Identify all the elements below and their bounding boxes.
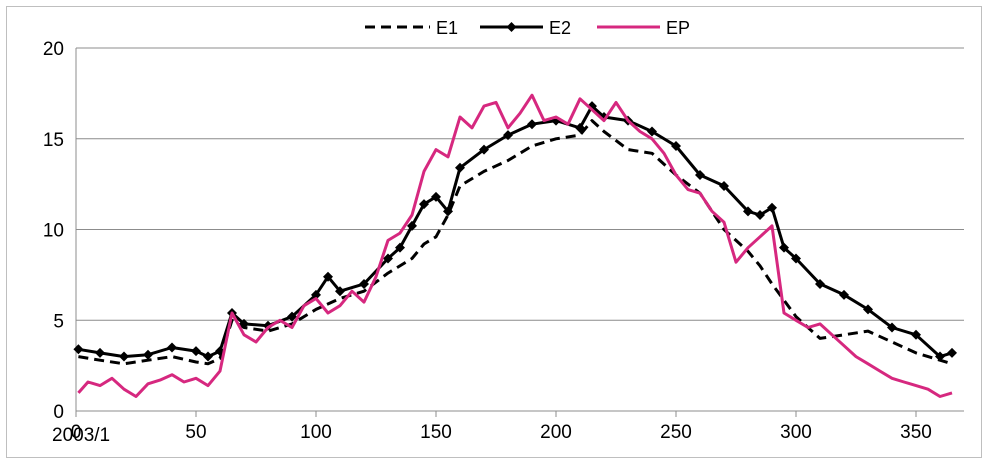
series-marker-e2 <box>431 191 441 202</box>
series-marker-e2 <box>119 351 129 362</box>
series-marker-e2 <box>383 253 393 264</box>
series-marker-e2 <box>719 180 729 191</box>
y-tick-label: 10 <box>43 221 64 242</box>
gridlines <box>76 47 964 321</box>
series-marker-e2 <box>395 242 405 253</box>
y-tick-label: 15 <box>43 130 64 151</box>
series-line-e1 <box>78 119 953 366</box>
series-marker-e2 <box>935 351 945 362</box>
y-tick-label: 5 <box>53 311 64 332</box>
series-marker-e2 <box>203 351 213 362</box>
series-marker-e2 <box>335 286 345 297</box>
series-marker-e2 <box>779 242 789 253</box>
legend-label-e1: E1 <box>436 18 458 38</box>
series-marker-e2 <box>143 349 153 360</box>
chart-frame <box>6 6 982 458</box>
series-marker-e2 <box>527 119 537 130</box>
series-marker-e2 <box>755 209 765 220</box>
series-marker-e2 <box>359 278 369 289</box>
series-marker-e2 <box>863 304 873 315</box>
series-line-ep <box>77 93 953 398</box>
series-marker-e2 <box>839 289 849 300</box>
series-marker-e2 <box>791 253 801 264</box>
legend-item-e1: E1 <box>365 18 458 38</box>
series-marker-e2 <box>887 322 897 333</box>
series-marker-e2 <box>647 126 657 137</box>
x-tick-label: 0 <box>71 422 82 443</box>
legend-item-e2: E2 <box>480 18 571 38</box>
series-marker-e2 <box>191 346 201 357</box>
series-marker-e2 <box>479 144 489 155</box>
series-marker-e2 <box>419 199 429 210</box>
y-tick-label: 20 <box>43 39 64 60</box>
series-marker-e2 <box>443 206 453 217</box>
x-tick-label: 150 <box>420 422 452 443</box>
x-tick-label: 250 <box>660 422 692 443</box>
y-tick-label: 0 <box>53 402 64 423</box>
series-layer <box>73 93 957 398</box>
series-line-e2 <box>78 104 953 359</box>
series-marker-e2 <box>671 141 681 152</box>
series-e1 <box>78 119 953 366</box>
series-marker-e2 <box>73 344 84 355</box>
legend-item-ep: EP <box>597 18 690 38</box>
series-marker-e2 <box>323 271 333 282</box>
series-marker-e2 <box>767 202 777 213</box>
series-marker-e2 <box>503 130 513 141</box>
series-ep <box>77 93 953 398</box>
series-marker-e2 <box>575 122 585 133</box>
legend-marker-e2 <box>506 22 517 32</box>
series-marker-e2 <box>407 220 417 231</box>
series-marker-e2 <box>695 170 705 181</box>
series-marker-e2 <box>743 206 753 217</box>
series-marker-e2 <box>287 311 297 322</box>
legend-label-ep: EP <box>666 18 690 38</box>
series-marker-e2 <box>947 347 957 358</box>
x-tick-label: 300 <box>780 422 812 443</box>
series-marker-e2 <box>911 329 921 340</box>
series-marker-e2 <box>167 342 177 353</box>
legend-label-e2: E2 <box>549 18 571 38</box>
x-tick-label: 350 <box>900 422 932 443</box>
series-marker-e2 <box>455 162 465 173</box>
x-tick-label: 200 <box>540 422 572 443</box>
x-axis-start-date-label: 2003/1 <box>52 425 111 446</box>
x-tick-label: 50 <box>185 422 206 443</box>
series-marker-e2 <box>815 278 825 289</box>
x-tick-label: 100 <box>300 422 332 443</box>
legend: E1 E2 EP <box>365 18 690 38</box>
series-marker-e2 <box>95 347 105 358</box>
series-e2 <box>73 101 957 362</box>
series-marker-e2 <box>239 318 249 329</box>
series-marker-e2 <box>311 289 321 300</box>
